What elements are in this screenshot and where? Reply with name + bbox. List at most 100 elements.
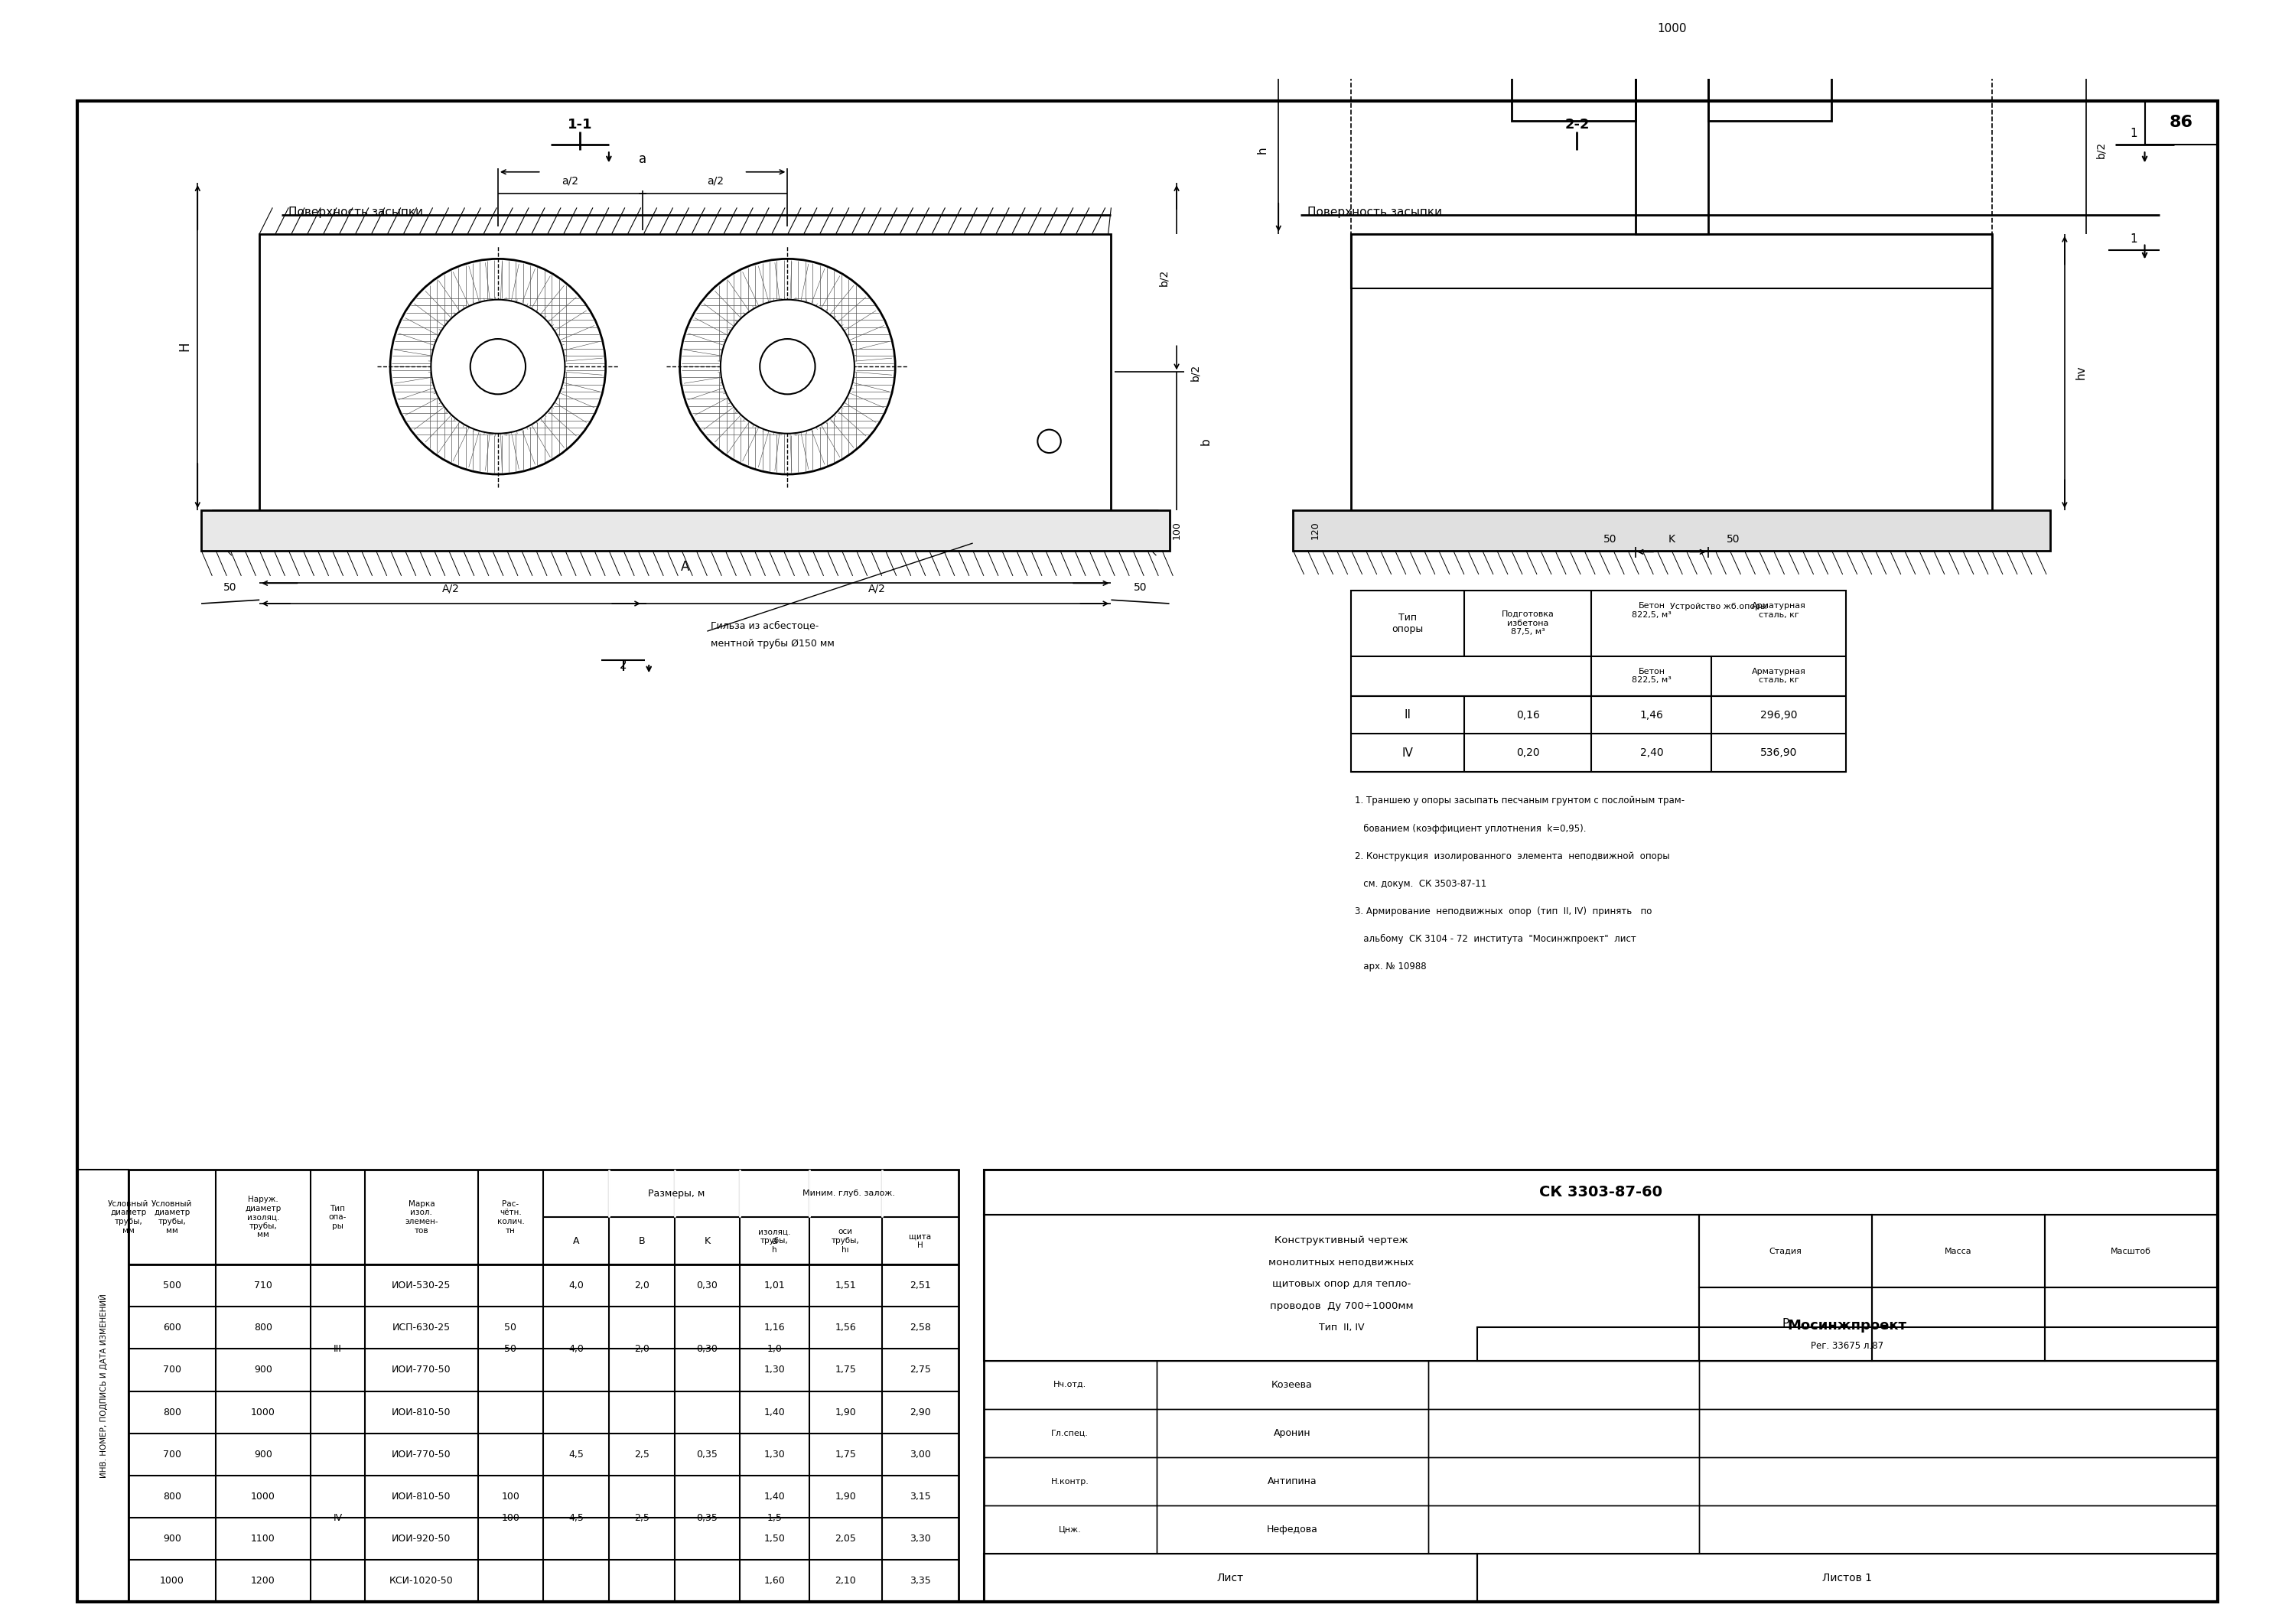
Text: Н.контр.: Н.контр.	[1051, 1478, 1090, 1486]
Bar	[1352, 234, 1992, 289]
Text: Тип  II, IV: Тип II, IV	[1320, 1324, 1363, 1333]
Text: проводов  Ду 700÷1000мм: проводов Ду 700÷1000мм	[1269, 1301, 1414, 1311]
Text: a/2: a/2	[707, 175, 723, 187]
Text: Dн.и: Dн.и	[503, 383, 521, 391]
Text: 4,0: 4,0	[569, 1345, 583, 1354]
Text: щита
H: щита H	[909, 1233, 932, 1249]
Text: 1,90: 1,90	[835, 1408, 856, 1418]
Text: Гильза из асбестоце-: Гильза из асбестоце-	[711, 620, 819, 630]
Text: H: H	[177, 341, 190, 351]
Bar	[985, 1457, 1157, 1505]
Text: 1,56: 1,56	[835, 1324, 856, 1333]
Text: 1000: 1000	[161, 1575, 184, 1587]
Text: 900: 900	[163, 1535, 181, 1544]
Text: 2,5: 2,5	[633, 1450, 649, 1460]
Text: щитовых опор для тепло-: щитовых опор для тепло-	[1271, 1280, 1411, 1289]
Text: 50: 50	[1726, 534, 1740, 546]
Text: 1,40: 1,40	[764, 1408, 785, 1418]
Text: Dн: Dн	[796, 344, 808, 352]
Text: ИОИ-810-50: ИОИ-810-50	[392, 1492, 452, 1502]
Text: IV: IV	[333, 1514, 342, 1523]
Text: 1100: 1100	[250, 1535, 275, 1544]
Text: 296,90: 296,90	[1760, 710, 1797, 721]
Text: Условный
диаметр
трубы,
мм: Условный диаметр трубы, мм	[151, 1200, 193, 1234]
Text: hv: hv	[2075, 365, 2086, 380]
Bar	[985, 1410, 1157, 1457]
Text: Наруж.
диаметр
изоляц.
трубы,
мм: Наруж. диаметр изоляц. трубы, мм	[246, 1195, 282, 1239]
Text: 700: 700	[163, 1366, 181, 1376]
Text: Рас-
чётн.
колич.
тн: Рас- чётн. колич. тн	[498, 1200, 523, 1234]
Text: Поверхность засыпки: Поверхность засыпки	[289, 206, 422, 218]
Text: арх. № 10988: арх. № 10988	[1354, 961, 1427, 971]
Bar	[1698, 1505, 2217, 1554]
Text: 2,75: 2,75	[909, 1366, 932, 1376]
Text: B: B	[638, 1236, 645, 1246]
Text: 3,35: 3,35	[909, 1575, 932, 1587]
Text: A: A	[682, 560, 688, 573]
Text: 710: 710	[255, 1281, 273, 1291]
Text: СК 3303-87-60: СК 3303-87-60	[1540, 1186, 1662, 1200]
Text: 1,0: 1,0	[767, 1345, 783, 1354]
Text: IV: IV	[1402, 747, 1414, 758]
Text: Нефедова: Нефедова	[1267, 1525, 1317, 1535]
Text: Поверхность засыпки: Поверхность засыпки	[1308, 206, 1441, 218]
Text: K: K	[1668, 534, 1675, 546]
Text: 1000: 1000	[250, 1408, 275, 1418]
Text: Бетон
822,5, м³: Бетон 822,5, м³	[1632, 667, 1671, 684]
Bar	[985, 1215, 1698, 1361]
Text: 50: 50	[1602, 534, 1616, 546]
Text: Тип
опоры: Тип опоры	[1393, 612, 1423, 633]
Text: Листов 1: Листов 1	[1822, 1572, 1873, 1583]
Text: 100: 100	[1173, 521, 1182, 539]
Text: 120: 120	[1310, 521, 1320, 539]
Text: 2,90: 2,90	[909, 1408, 932, 1418]
Bar	[1478, 1554, 2217, 1603]
Text: альбому  СК 3104 - 72  института  "Мосинжпроект"  лист: альбому СК 3104 - 72 института "Мосинжпр…	[1354, 934, 1636, 944]
Bar	[2146, 101, 2217, 145]
Bar	[1698, 1215, 1873, 1288]
Bar	[1698, 1361, 2217, 1410]
Text: 1000: 1000	[250, 1492, 275, 1502]
Text: Арматурная
сталь, кг: Арматурная сталь, кг	[1751, 603, 1806, 619]
Bar	[1352, 234, 1992, 510]
Text: 4,0: 4,0	[569, 1281, 583, 1291]
Text: 1,90: 1,90	[835, 1492, 856, 1502]
Text: a: a	[771, 1236, 778, 1246]
Text: 86: 86	[2169, 115, 2194, 130]
Text: 700: 700	[163, 1450, 181, 1460]
Bar	[78, 1169, 129, 1603]
Text: 2: 2	[620, 659, 627, 671]
Text: 1,75: 1,75	[835, 1450, 856, 1460]
Text: ИОИ-770-50: ИОИ-770-50	[392, 1450, 452, 1460]
Polygon shape	[211, 510, 259, 551]
Text: 4,5: 4,5	[569, 1514, 583, 1523]
Text: Тип
опа-
ры: Тип опа- ры	[328, 1205, 347, 1229]
Text: 2,10: 2,10	[835, 1575, 856, 1587]
Text: 1,5: 1,5	[767, 1514, 783, 1523]
Text: III: III	[333, 1345, 342, 1354]
Text: Устройство жб.опоры: Устройство жб.опоры	[1671, 603, 1767, 611]
Text: 1200: 1200	[250, 1575, 275, 1587]
Bar	[1698, 1410, 2217, 1457]
Text: ментной трубы Ø150 мм: ментной трубы Ø150 мм	[711, 638, 835, 648]
Bar	[1698, 1288, 1873, 1361]
Bar	[1427, 1457, 1698, 1505]
Text: Dн: Dн	[507, 344, 519, 352]
Bar	[259, 234, 1111, 510]
Text: Р: Р	[1783, 1319, 1790, 1330]
Text: 1,46: 1,46	[1639, 710, 1664, 721]
Text: 3. Армирование  неподвижных  опор  (тип  II, IV)  принять   по: 3. Армирование неподвижных опор (тип II,…	[1354, 906, 1652, 916]
Text: Рег. 33675 л.87: Рег. 33675 л.87	[1811, 1341, 1884, 1351]
Text: ИОИ-770-50: ИОИ-770-50	[392, 1366, 452, 1376]
Polygon shape	[1111, 510, 1159, 551]
Text: 4,5: 4,5	[569, 1450, 583, 1460]
Text: a/2: a/2	[562, 175, 578, 187]
Bar	[985, 1361, 1157, 1410]
Text: 2-2: 2-2	[1565, 119, 1590, 132]
Text: Гл.спец.: Гл.спец.	[1051, 1429, 1088, 1437]
Text: Цнж.: Цнж.	[1058, 1527, 1081, 1533]
Text: Миним. глуб. залож.: Миним. глуб. залож.	[803, 1190, 895, 1197]
Text: Конструктивный чертеж: Конструктивный чертеж	[1274, 1236, 1409, 1246]
Text: 1: 1	[2130, 234, 2137, 245]
Text: Марка
изол.
элемен-
тов: Марка изол. элемен- тов	[404, 1200, 438, 1234]
